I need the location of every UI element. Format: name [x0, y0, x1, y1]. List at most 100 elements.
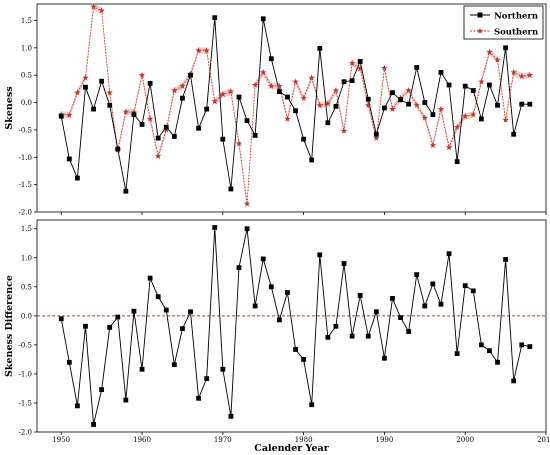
northern-point: [349, 78, 355, 84]
northern-point: [495, 102, 500, 108]
bottom-x-tick-label: 2000: [456, 436, 474, 444]
difference-point: [462, 283, 468, 289]
difference-point: [204, 376, 210, 381]
bottom-series-group: [58, 225, 533, 427]
northern-point: [155, 135, 161, 141]
difference-point: [390, 296, 395, 301]
northern-point: [147, 80, 153, 86]
difference-point: [511, 378, 517, 384]
difference-point: [333, 323, 339, 329]
legend: Northern Southern: [463, 5, 544, 40]
northern-point: [163, 124, 169, 130]
northern-point: [252, 132, 258, 138]
bottom-x-tick-label: 2010: [537, 436, 550, 444]
difference-point: [430, 281, 436, 287]
southern-point: [470, 111, 477, 118]
northern-point: [99, 78, 105, 84]
bottom-y-tick-label: 1.5: [21, 225, 32, 233]
southern-point: [340, 127, 348, 134]
southern-point: [106, 89, 113, 96]
northern-point: [66, 156, 72, 162]
southern-point: [98, 7, 105, 14]
southern-point: [373, 134, 380, 141]
difference-point: [107, 325, 113, 330]
difference-point: [454, 351, 460, 356]
difference-point: [212, 225, 218, 230]
northern-point: [301, 136, 307, 142]
difference-point: [357, 293, 363, 298]
x-axis-label: Calender Year: [254, 443, 329, 454]
northern-point: [309, 157, 315, 163]
southern-point: [421, 114, 429, 121]
difference-point: [406, 329, 412, 334]
northern-point: [398, 97, 403, 103]
difference-point: [99, 387, 105, 392]
southern-point: [154, 152, 162, 159]
southern-point: [90, 3, 97, 10]
northern-point: [446, 82, 452, 88]
southern-point: [251, 81, 259, 88]
northern-point: [317, 45, 323, 51]
northern-point: [285, 94, 290, 100]
northern-point: [204, 106, 210, 112]
southern-point: [518, 72, 525, 79]
southern-point: [292, 78, 299, 85]
southern-point: [429, 141, 437, 148]
difference-point: [373, 309, 379, 315]
difference-point: [341, 261, 347, 266]
northern-point: [454, 159, 460, 165]
northern-point: [83, 84, 88, 90]
southern-point: [356, 65, 364, 72]
northern-point: [333, 103, 339, 109]
difference-point: [365, 333, 371, 339]
top-panel: -2.0 -1.5 -1.0 -0.5 0.0 0.5 1.0 1.5 Skeness Nor…: [4, 3, 547, 217]
southern-point: [163, 126, 170, 133]
difference-point: [470, 288, 476, 294]
northern-point: [365, 96, 371, 102]
southern-point: [211, 98, 218, 105]
northern-point: [382, 105, 387, 111]
difference-point: [236, 265, 242, 271]
northern-point: [58, 113, 64, 119]
southern-point: [461, 112, 469, 119]
northern-point: [260, 16, 266, 22]
southern-series-line: [61, 6, 530, 204]
difference-point: [58, 316, 64, 322]
southern-point: [179, 82, 186, 89]
northern-point: [236, 94, 242, 100]
bottom-y-tick-label: -1.5: [19, 399, 33, 407]
difference-point: [139, 366, 145, 372]
difference-point: [276, 317, 282, 323]
southern-point: [130, 108, 138, 116]
difference-point: [446, 251, 452, 257]
top-y-tick-label: 1.5: [21, 17, 32, 25]
difference-point: [519, 342, 525, 348]
northern-point: [487, 82, 492, 88]
southern-point: [219, 90, 227, 98]
difference-point: [188, 309, 193, 315]
southern-point: [146, 115, 154, 122]
bottom-x-tick-label: 1990: [375, 436, 393, 444]
northern-point: [325, 120, 331, 126]
northern-point: [511, 131, 517, 137]
difference-point: [131, 308, 137, 314]
difference-point: [163, 307, 169, 313]
difference-point: [422, 303, 428, 309]
southern-point: [381, 64, 388, 71]
southern-point: [478, 78, 485, 85]
northern-point: [196, 125, 201, 131]
northern-point: [462, 83, 468, 89]
northern-point: [123, 188, 129, 194]
bottom-x-tick-label: 1950: [52, 436, 70, 444]
top-y-tick-label: -0.5: [19, 126, 33, 134]
difference-point: [155, 294, 161, 300]
southern-point: [486, 48, 493, 55]
top-y-axis-label: Skeness: [4, 86, 15, 129]
bottom-x-ticks: 1950 1960 1970 1980 1990 2000 2010: [52, 432, 550, 444]
northern-point: [470, 88, 476, 93]
southern-point: [526, 71, 534, 78]
difference-point: [285, 290, 290, 295]
difference-point: [325, 334, 331, 340]
bottom-y-tick-label: -2.0: [19, 429, 33, 437]
